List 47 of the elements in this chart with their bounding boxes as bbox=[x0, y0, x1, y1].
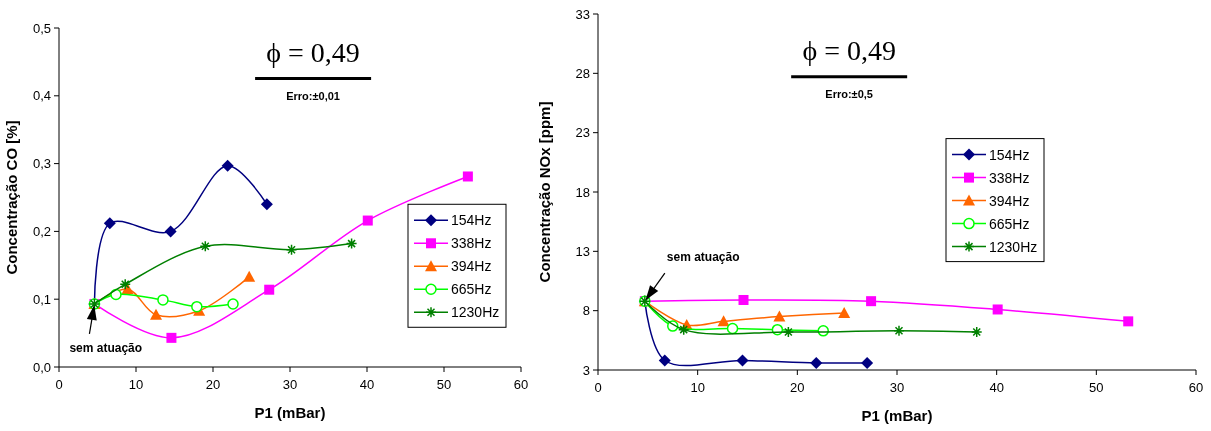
x-tick-label: 20 bbox=[205, 377, 221, 392]
legend-label: 338Hz bbox=[451, 235, 492, 252]
x-tick-label: 40 bbox=[989, 380, 1004, 395]
x-tick-label: 10 bbox=[128, 377, 144, 392]
y-tick-label: 3 bbox=[582, 362, 590, 378]
y-tick-label: 8 bbox=[582, 303, 590, 319]
y-tick-label: 28 bbox=[575, 65, 590, 81]
legend-label: 1230Hz bbox=[451, 304, 500, 321]
legend-label: 154Hz bbox=[451, 212, 492, 229]
x-axis-title: P1 (mBar) bbox=[861, 407, 933, 424]
text: Erro:±0,01 bbox=[286, 89, 340, 102]
x-tick-label: 60 bbox=[513, 377, 529, 392]
chart-title: ϕ = 0,49 bbox=[266, 36, 360, 68]
y-tick-label: 0,5 bbox=[32, 20, 51, 36]
legend-label: 665Hz bbox=[989, 215, 1030, 232]
legend-label: 154Hz bbox=[989, 146, 1030, 163]
y-tick-label: 33 bbox=[575, 6, 590, 22]
x-tick-label: 60 bbox=[1188, 380, 1204, 395]
y-axis-title: Concentração CO [%] bbox=[3, 120, 20, 275]
y-tick-label: 0,3 bbox=[32, 156, 51, 172]
y-tick-label: 23 bbox=[575, 125, 590, 141]
y-tick-label: 0,4 bbox=[32, 88, 51, 104]
legend-label: 1230Hz bbox=[989, 238, 1038, 255]
y-tick-label: 18 bbox=[575, 184, 590, 200]
annotation: sem atuação bbox=[69, 340, 143, 355]
x-tick-label: 30 bbox=[889, 380, 905, 395]
x-tick-label: 10 bbox=[690, 380, 705, 395]
x-tick-label: 0 bbox=[594, 380, 602, 395]
y-tick-label: 13 bbox=[575, 243, 590, 259]
y-tick-label: 0,0 bbox=[32, 359, 51, 375]
x-tick-label: 20 bbox=[790, 380, 805, 395]
legend-label: 394Hz bbox=[451, 258, 492, 275]
x-tick-label: 30 bbox=[282, 377, 298, 392]
text: ϕ = 0,49 bbox=[802, 35, 896, 67]
legend-label: 394Hz bbox=[989, 192, 1030, 209]
y-tick-label: 0,2 bbox=[32, 223, 51, 239]
x-tick-label: 0 bbox=[55, 377, 63, 392]
annotation: sem atuação bbox=[666, 250, 740, 265]
legend-label: 665Hz bbox=[451, 281, 492, 298]
y-tick-label: 0,1 bbox=[32, 291, 51, 307]
legend-label: 338Hz bbox=[989, 169, 1030, 186]
x-tick-label: 50 bbox=[436, 377, 452, 392]
x-tick-label: 50 bbox=[1089, 380, 1104, 395]
y-axis-title: Concentração NOx [ppm] bbox=[536, 101, 553, 283]
text: Erro:±0,5 bbox=[825, 88, 873, 101]
x-axis-title: P1 (mBar) bbox=[254, 404, 326, 421]
x-tick-label: 40 bbox=[359, 377, 375, 392]
